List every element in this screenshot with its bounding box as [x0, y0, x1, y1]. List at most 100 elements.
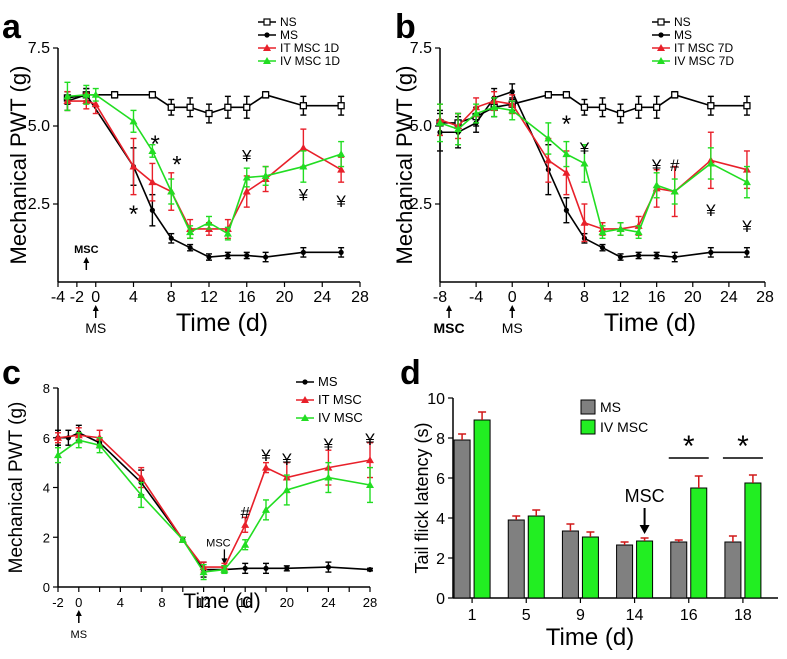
- data-point: [672, 254, 678, 260]
- legend-label: NS: [674, 15, 691, 29]
- bar-MSC_bar: [690, 487, 708, 599]
- significance-mark: ¥: [298, 186, 309, 205]
- data-point: [129, 117, 138, 125]
- data-point: [325, 564, 331, 570]
- x-tick-label: 4: [544, 289, 553, 306]
- x-tick-label: 8: [167, 289, 176, 306]
- x-tick-label: 16: [238, 595, 252, 610]
- data-point: [742, 178, 751, 186]
- chart-a: 2.5 5.0 7.5 -4 -2 0 4 8 12 16 20 24 28 Mechanical PWT…: [6, 15, 369, 337]
- data-point: [91, 90, 100, 98]
- data-point: [436, 118, 444, 126]
- data-point: [148, 91, 157, 99]
- y-tick-label: 6: [436, 471, 445, 488]
- data-point: [284, 565, 290, 571]
- data-point: [54, 451, 62, 459]
- data-point: [220, 565, 229, 573]
- data-point: [299, 162, 308, 170]
- data-point: [129, 162, 138, 170]
- data-point: [337, 102, 345, 110]
- legend-marker: [657, 57, 665, 64]
- x-tick-label: 18: [734, 607, 752, 624]
- data-point: [708, 249, 714, 255]
- data-point: [243, 103, 251, 111]
- bar-MSC_bar: [581, 536, 599, 599]
- data-point: [367, 566, 373, 573]
- x-tick-label: 4: [129, 289, 138, 306]
- chart-d: 0 2 4 6 8 10 Tail flick latency (s) Time (d) 1 5 9…: [412, 391, 778, 651]
- note-label: MS: [502, 320, 523, 336]
- data-point: [167, 103, 175, 111]
- data-point: [598, 103, 607, 111]
- legend-label: MS: [318, 374, 338, 389]
- x-tick-label: 28: [351, 289, 369, 306]
- bar-MS_bar: [507, 519, 525, 599]
- data-point: [187, 245, 193, 251]
- data-point: [616, 224, 625, 232]
- data-point: [670, 187, 679, 195]
- y-tick-label: 2.5: [28, 196, 50, 213]
- x-axis-title: Time (d): [604, 309, 696, 337]
- y-tick-label: 4: [43, 481, 50, 496]
- x-tick-label: 24: [321, 595, 335, 610]
- data-point: [168, 235, 174, 241]
- data-point: [186, 228, 195, 236]
- data-point: [338, 249, 344, 255]
- data-point: [54, 433, 62, 441]
- series-line-IT: [67, 100, 342, 230]
- y-tick-label: 2: [436, 551, 445, 568]
- data-point: [91, 100, 100, 108]
- legend-label: MS: [600, 399, 621, 415]
- x-tick-label: 20: [684, 289, 702, 306]
- x-tick-label: 24: [313, 289, 331, 306]
- data-point: [206, 254, 212, 260]
- data-point: [149, 207, 155, 213]
- data-point: [223, 229, 232, 237]
- data-point: [544, 156, 553, 164]
- significance-mark: ¥: [705, 201, 716, 220]
- significance-mark: *: [737, 430, 749, 463]
- msc-arrowhead: [639, 525, 650, 534]
- x-tick-label: 16: [238, 289, 256, 306]
- data-point: [636, 252, 642, 259]
- data-point: [262, 505, 270, 513]
- x-tick-label: -2: [70, 289, 84, 306]
- data-point: [242, 173, 251, 181]
- msc-label: MSC: [625, 486, 665, 506]
- data-point: [224, 103, 232, 111]
- data-point: [653, 103, 661, 111]
- legend-label: IT MSC: [318, 392, 362, 407]
- data-point: [74, 436, 83, 444]
- series-line-IT: [439, 100, 748, 230]
- legend-marker: [657, 44, 665, 51]
- bar-MS_bar: [670, 541, 688, 599]
- legend-marker: [263, 57, 271, 64]
- data-point: [225, 252, 231, 259]
- data-point: [472, 109, 481, 117]
- legend-marker: [657, 18, 665, 26]
- note-arrowhead: [446, 305, 453, 311]
- panel-label-a: a: [2, 8, 22, 46]
- data-point: [242, 187, 251, 195]
- x-axis-title: Time (d): [546, 624, 634, 651]
- data-point: [263, 254, 269, 260]
- data-point: [509, 89, 515, 95]
- legend-label: IV MSC: [600, 419, 648, 435]
- y-tick-label: 0: [43, 580, 50, 595]
- legend-marker: [263, 18, 271, 26]
- legend-label: IV MSC 1D: [280, 54, 340, 68]
- data-point: [454, 125, 463, 133]
- note-arrowhead: [83, 257, 90, 263]
- data-point: [744, 249, 750, 255]
- x-tick-label: -4: [469, 289, 483, 306]
- data-point: [652, 181, 661, 189]
- data-point: [598, 228, 607, 236]
- note-label: MSC: [433, 320, 464, 336]
- x-tick-label: -8: [433, 289, 447, 306]
- y-axis-title: Tail flick latency (s): [412, 422, 432, 573]
- data-point: [616, 109, 625, 118]
- x-tick-label: -4: [51, 289, 65, 306]
- significance-mark: ¥: [651, 156, 662, 175]
- data-point: [137, 473, 146, 481]
